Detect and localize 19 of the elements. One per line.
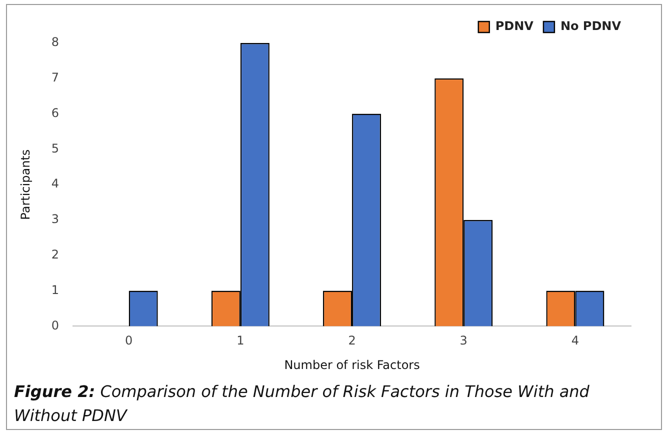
y-tick-label: 5 — [51, 141, 60, 156]
legend-label: PDNV — [495, 19, 534, 34]
y-tick-label: 7 — [51, 70, 60, 85]
x-tick-label: 0 — [125, 334, 133, 348]
x-tick-label: 3 — [460, 334, 468, 348]
y-tick-label: 3 — [51, 212, 60, 226]
y-tick-label: 4 — [51, 176, 60, 191]
y-tick-label: 8 — [51, 35, 60, 50]
y-tick-label: 6 — [51, 106, 60, 120]
x-tick-label: 1 — [236, 334, 244, 348]
caption: Figure 2: Comparison of the Number of Risk Factors in Those With and Without PDNV — [14, 381, 590, 427]
y-tick-label: 1 — [51, 282, 60, 297]
x-axis-title: Number of risk Factors — [284, 358, 420, 372]
x-tick-label: 2 — [348, 334, 356, 348]
y-axis-title: Participants — [18, 149, 32, 220]
legend-label: No PDNV — [560, 19, 622, 34]
y-tick-label: 2 — [51, 248, 60, 262]
y-tick-label: 0 — [51, 318, 60, 332]
x-tick-label: 4 — [571, 334, 580, 348]
